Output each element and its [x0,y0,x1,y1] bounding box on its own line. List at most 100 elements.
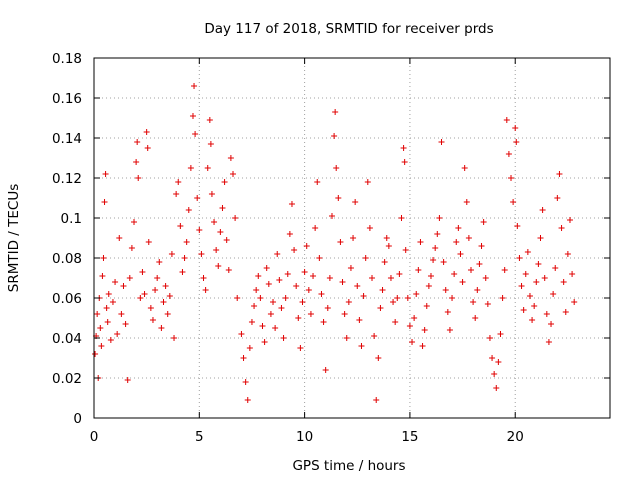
data-point [202,287,209,293]
data-point [171,335,178,341]
data-point [158,325,165,331]
data-point [401,159,408,165]
data-point [259,323,266,329]
data-point [232,215,239,221]
data-point [554,195,561,201]
data-point [513,139,520,145]
y-tick-label: 0.14 [52,131,82,147]
data-point [503,117,510,123]
y-tick-label: 0.1 [61,211,82,227]
data-point [335,195,342,201]
data-point [164,311,171,317]
data-point [413,291,420,297]
data-point [350,235,357,241]
y-tick-label: 0.18 [52,51,82,67]
data-point [104,319,111,325]
data-point [196,227,203,233]
data-point [453,239,460,245]
data-point [124,377,131,383]
data-point [297,345,304,351]
data-point [438,139,445,145]
data-point [192,131,199,137]
data-point [495,359,502,365]
data-point [491,371,498,377]
data-point [332,109,339,115]
data-point [398,215,405,221]
data-point [358,343,365,349]
data-point [449,295,456,301]
data-point [274,251,281,257]
data-point [392,319,399,325]
data-point [141,291,148,297]
data-point [427,273,434,279]
data-point [569,271,576,277]
x-axis-label: GPS time / hours [292,458,405,474]
data-point [552,265,559,271]
data-point [109,299,116,305]
data-point [261,339,268,345]
data-point [253,287,260,293]
data-point [284,271,291,277]
data-point [497,331,504,337]
data-point [421,327,428,333]
data-point [314,179,321,185]
data-point [493,385,500,391]
chart-title: Day 117 of 2018, SRMTID for receiver prd… [204,21,493,37]
data-point [144,145,151,151]
data-point [230,171,237,177]
data-point [377,305,384,311]
x-tick-label: 10 [296,429,313,445]
data-point [181,255,188,261]
data-point [537,235,544,241]
data-point [387,275,394,281]
data-point [366,225,373,231]
data-point [316,255,323,261]
data-point [486,335,493,341]
data-point [558,225,565,231]
data-point [240,355,247,361]
data-point [396,271,403,277]
data-point [143,129,150,135]
data-point [333,165,340,171]
y-tick-labels: 0 0.02 0.04 0.06 0.08 0.1 0.12 0.14 0.16 0.18 [52,51,82,427]
data-point [541,275,548,281]
data-point [480,219,487,225]
data-point [215,263,222,269]
data-point [276,277,283,283]
data-point [404,295,411,301]
data-point [524,249,531,255]
data-point [160,299,167,305]
data-point [505,151,512,157]
data-point [467,267,474,273]
data-point [560,279,567,285]
data-point [324,305,331,311]
data-point [103,305,110,311]
data-point [417,239,424,245]
data-point [326,275,333,281]
data-point [550,291,557,297]
data-point [446,327,453,333]
data-point [307,311,314,317]
data-points [92,83,578,403]
x-tick-label: 15 [401,429,418,445]
data-point [255,273,262,279]
y-tick-label: 0.06 [52,291,82,307]
data-point [444,309,451,315]
data-point [263,265,270,271]
data-point [154,275,161,281]
data-point [128,245,135,251]
y-tick-label: 0.08 [52,251,82,267]
data-point [320,319,327,325]
data-point [168,251,175,257]
data-point [191,83,198,89]
data-point [303,243,310,249]
data-point [301,269,308,275]
data-point [207,141,214,147]
data-point [114,331,121,337]
data-point [476,261,483,267]
data-point [411,315,418,321]
data-point [173,191,180,197]
data-point [472,315,479,321]
data-point [362,255,369,261]
data-point [489,355,496,361]
